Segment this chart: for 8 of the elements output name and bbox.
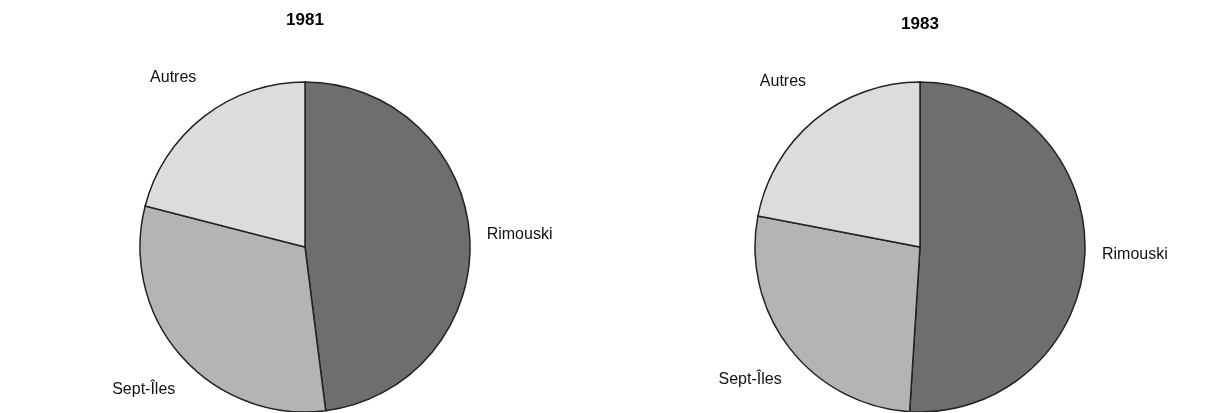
chart-title: 1981: [286, 10, 324, 30]
chart-title: 1983: [901, 14, 939, 34]
slice-label: Rimouski: [1102, 244, 1168, 262]
slice-label: Sept-Îles: [718, 368, 782, 387]
slice-label: Sept-Îles: [112, 379, 176, 398]
slice-label: Autres: [759, 72, 807, 90]
slice-label: Autres: [150, 68, 197, 86]
slice-label: Rimouski: [486, 224, 553, 242]
